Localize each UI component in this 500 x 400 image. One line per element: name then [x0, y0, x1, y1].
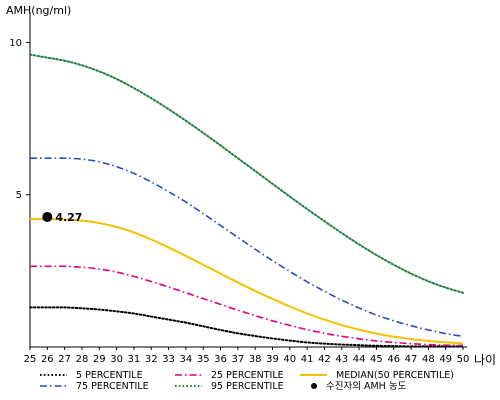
x-tick-label: 43	[335, 354, 348, 365]
legend-label: 95 PERCENTILE	[211, 381, 284, 392]
x-tick-label: 48	[422, 354, 435, 365]
x-tick-label: 46	[387, 354, 400, 365]
x-ticks: 25 26 27 28 29 30 31 32 33 34 35 36 37 38 39 40 41 42 43 44…	[24, 347, 470, 365]
axes	[29, 12, 467, 348]
y-axis-title: AMH(ng/ml)	[6, 4, 71, 17]
legend-item: MEDIAN(50 PERCENTILE)	[300, 370, 454, 381]
x-tick-label: 33	[162, 354, 175, 365]
x-tick-label: 30	[110, 354, 123, 365]
series-line-5-percentile	[29, 306, 464, 348]
series-lines	[29, 53, 464, 348]
patient-amh-point	[42, 211, 53, 222]
legend-label: 25 PERCENTILE	[211, 370, 284, 381]
x-tick-label: 40	[283, 354, 296, 365]
y-tick-label: 10	[9, 38, 22, 49]
x-tick-label: 36	[214, 354, 227, 365]
x-tick-label: 45	[370, 354, 383, 365]
x-axis-title: 나이	[474, 353, 496, 367]
x-tick-label: 41	[301, 354, 314, 365]
legend-item: 수진자의 AMH 농도	[311, 381, 407, 392]
legend-label: 75 PERCENTILE	[76, 381, 149, 392]
x-tick-label: 35	[197, 354, 210, 365]
legend-item: 95 PERCENTILE	[175, 381, 284, 392]
patient-amh-value-label: 4.27	[55, 211, 82, 224]
legend: 5 PERCENTILE 25 PERCENTILE MEDIAN(50 PERCE…	[40, 370, 454, 392]
legend-label: MEDIAN(50 PERCENTILE)	[336, 370, 454, 381]
y-tick-label: 5	[16, 190, 22, 201]
x-tick-label: 44	[353, 354, 366, 365]
series-line-75-percentile	[30, 157, 464, 338]
legend-label: 5 PERCENTILE	[76, 370, 143, 381]
x-tick-label: 39	[266, 354, 279, 365]
y-ticks: 5 10	[9, 38, 30, 201]
x-tick-label: 50	[457, 354, 470, 365]
series-line-25-percentile	[30, 265, 464, 347]
legend-item: 25 PERCENTILE	[175, 370, 284, 381]
series-line-95-percentile	[29, 53, 464, 294]
x-tick-label: 47	[405, 354, 418, 365]
x-tick-label: 27	[58, 354, 71, 365]
patient-marker-group: 4.27	[42, 211, 82, 224]
legend-swatch	[311, 383, 317, 389]
x-tick-label: 34	[180, 354, 193, 365]
x-tick-label: 31	[128, 354, 141, 365]
x-tick-label: 42	[318, 354, 331, 365]
x-tick-label: 38	[249, 354, 262, 365]
x-tick-label: 37	[231, 354, 244, 365]
x-tick-label: 29	[93, 354, 106, 365]
series-line-median-50-percentile	[29, 218, 464, 345]
x-tick-label: 28	[76, 354, 89, 365]
x-tick-label: 26	[41, 354, 54, 365]
legend-item: 5 PERCENTILE	[40, 370, 143, 381]
x-tick-label: 49	[439, 354, 452, 365]
x-tick-label: 25	[24, 354, 37, 365]
x-tick-label: 32	[145, 354, 158, 365]
legend-item: 75 PERCENTILE	[40, 381, 149, 392]
legend-label: 수진자의 AMH 농도	[326, 381, 407, 392]
